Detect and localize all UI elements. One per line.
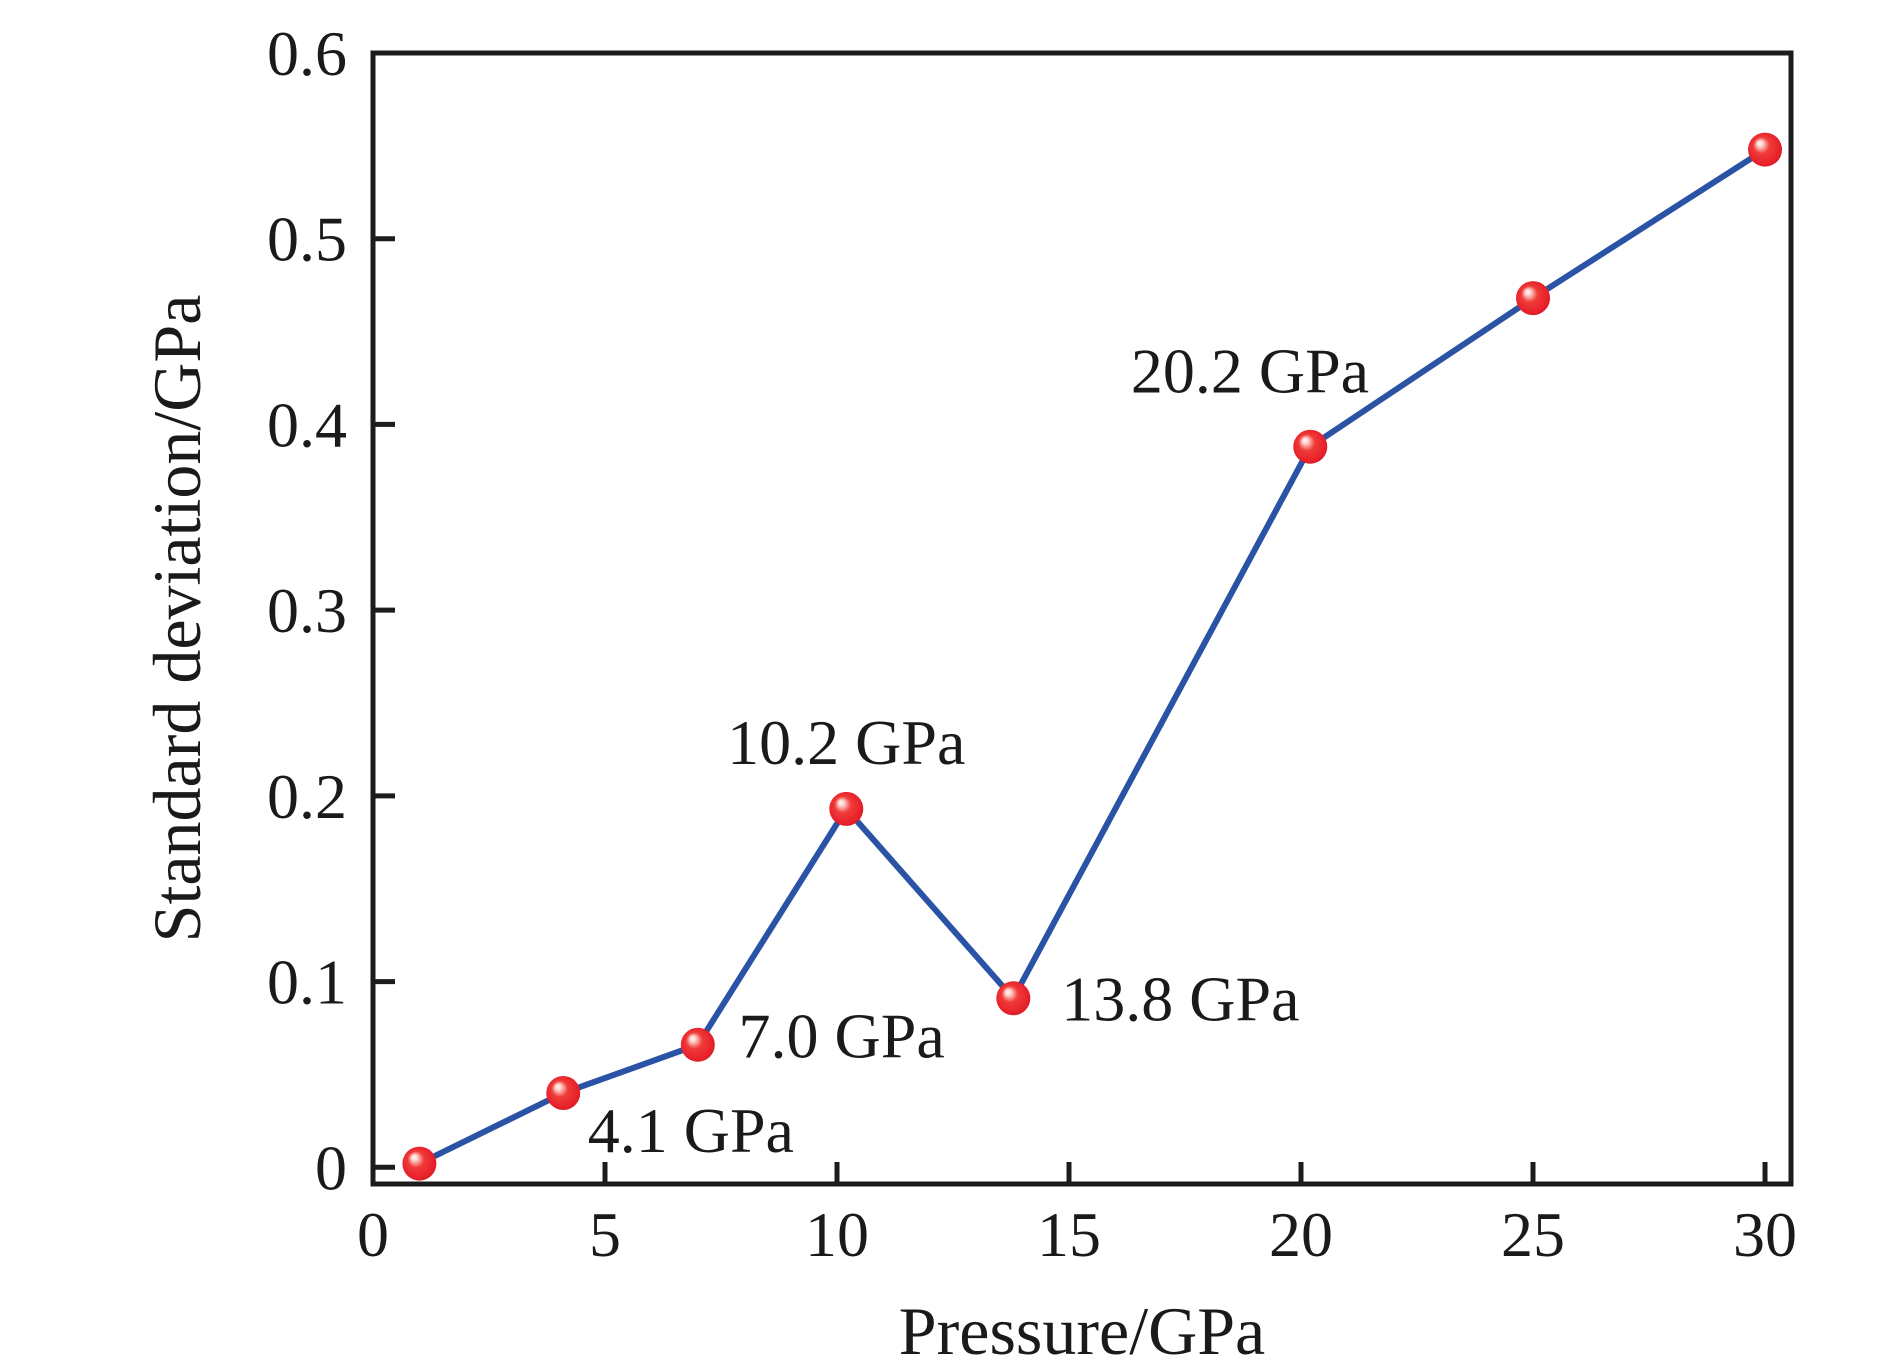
data-point <box>402 1146 437 1181</box>
data-line <box>418 147 1767 1167</box>
x-tick-label: 0 <box>357 1199 389 1270</box>
data-point <box>829 791 864 826</box>
x-tick-label: 20 <box>1269 1199 1333 1270</box>
y-tick-label: 0.1 <box>267 947 347 1018</box>
data-point <box>1516 281 1551 316</box>
data-point <box>680 1027 715 1062</box>
point-annotation: 13.8 GPa <box>1061 963 1299 1034</box>
point-annotation: 20.2 GPa <box>1131 336 1369 407</box>
point-annotation: 7.0 GPa <box>739 1000 945 1071</box>
plot-border <box>370 50 1794 1187</box>
point-annotation: 4.1 GPa <box>588 1095 794 1166</box>
y-tick-label: 0.5 <box>267 204 347 275</box>
y-tick-label: 0 <box>315 1132 347 1203</box>
data-point <box>996 981 1031 1016</box>
x-tick-label: 10 <box>805 1199 869 1270</box>
point-annotation: 10.2 GPa <box>727 707 965 778</box>
pressure-standard-deviation-chart: 0 5 10 15 20 25 30 0 0.1 0.2 0.3 0.4 0.5 0.6 4.1 GPa 7.… <box>40 16 1889 1357</box>
data-point <box>546 1076 581 1110</box>
y-tick-label: 0.2 <box>267 761 347 832</box>
data-point <box>1748 132 1783 167</box>
y-axis-title: Standard deviation/GPa <box>139 295 215 943</box>
data-point <box>1293 429 1328 464</box>
x-axis-title: Pressure/GPa <box>899 1293 1265 1357</box>
x-tick-label: 15 <box>1037 1199 1101 1270</box>
x-tick-label: 5 <box>589 1199 621 1270</box>
x-tick-label: 30 <box>1733 1199 1797 1270</box>
line-chart-canvas: 0 5 10 15 20 25 30 0 0.1 0.2 0.3 0.4 0.5 0.6 4.1 GPa 7.… <box>139 18 1797 1357</box>
y-tick-label: 0.6 <box>267 18 347 89</box>
y-tick-label: 0.3 <box>267 575 347 646</box>
x-tick-label: 25 <box>1501 1199 1565 1270</box>
y-tick-label: 0.4 <box>267 389 347 460</box>
